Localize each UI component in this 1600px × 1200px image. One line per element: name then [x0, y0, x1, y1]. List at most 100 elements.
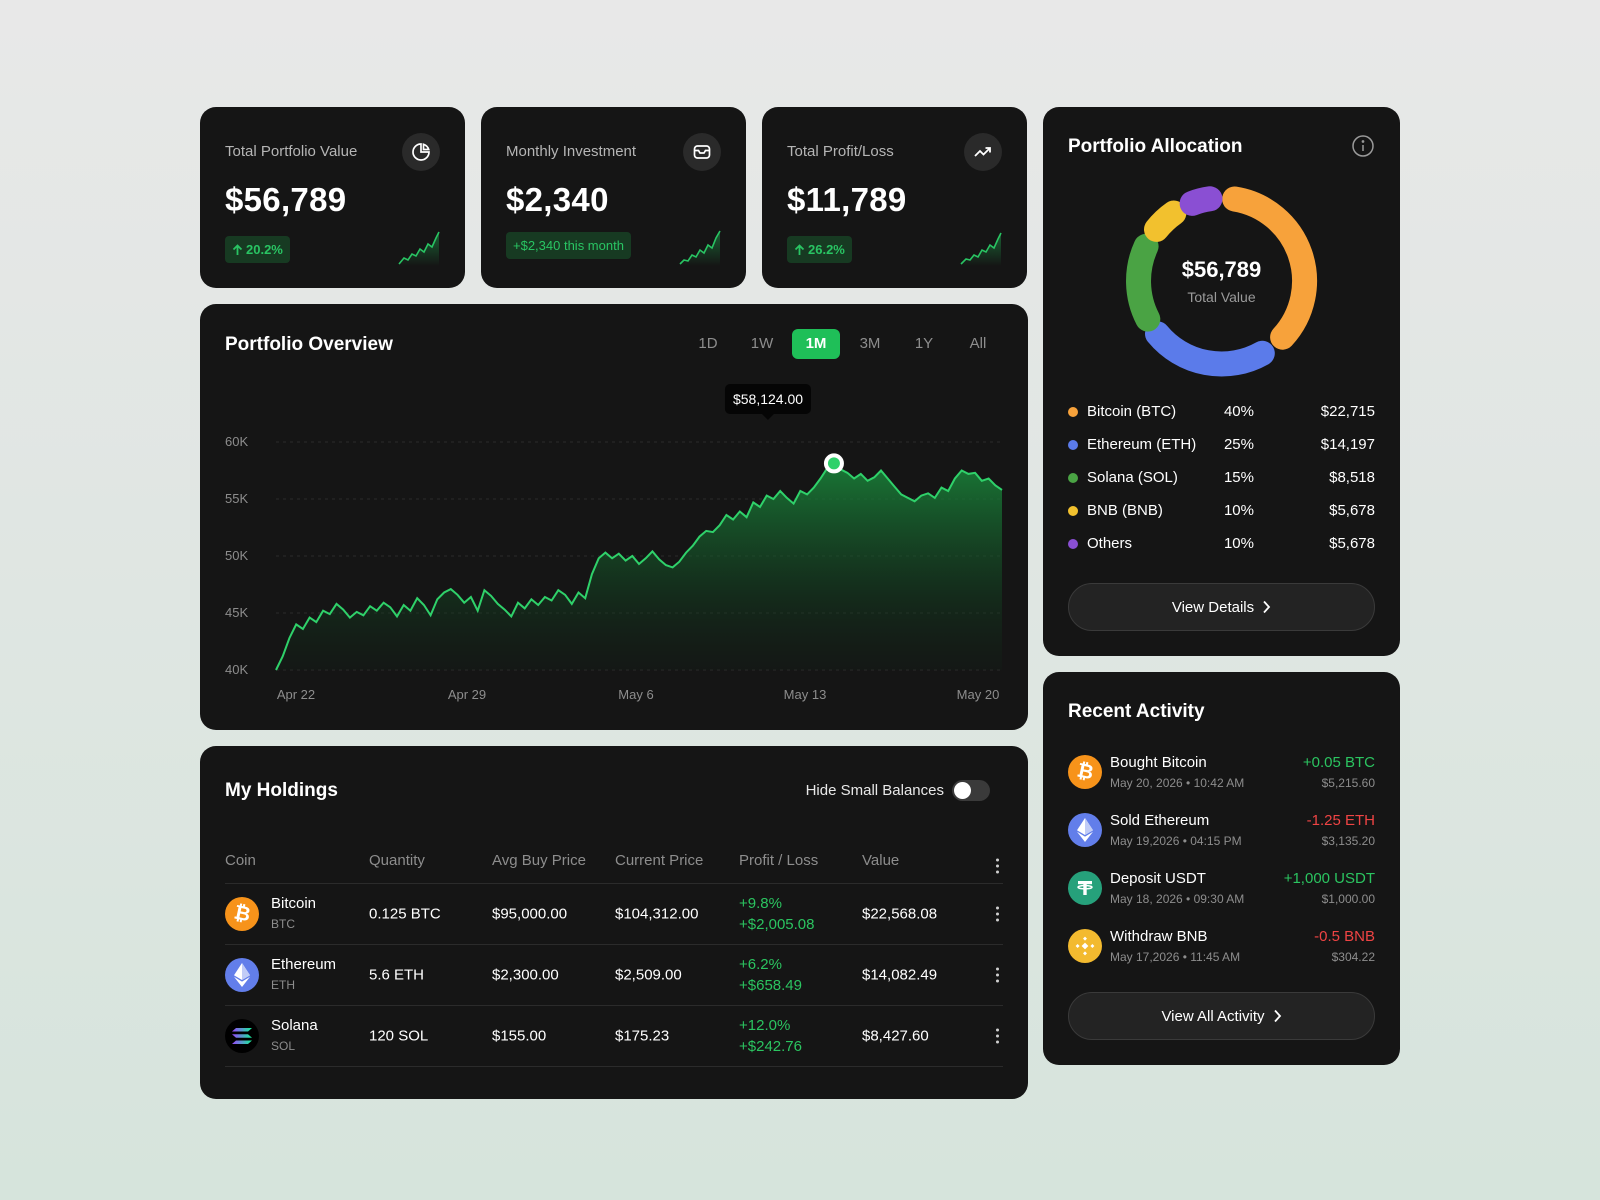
range-tab-all[interactable]: All	[969, 335, 987, 352]
peak-marker[interactable]	[823, 453, 844, 474]
view-all-activity-button[interactable]: View All Activity	[1068, 992, 1375, 1040]
x-tick-label: May 20	[956, 687, 1000, 702]
activity-usd: $5,215.60	[1321, 776, 1375, 790]
x-tick-label: May 6	[618, 687, 654, 702]
y-tick-label: 45K	[225, 605, 249, 620]
trending-up-icon[interactable]	[964, 133, 1002, 171]
view-details-button[interactable]: View Details	[1068, 583, 1375, 631]
legend-item-sol: Solana (SOL) 15% $8,518	[1068, 467, 1375, 489]
col-header-profit-loss[interactable]: Profit / Loss	[739, 852, 819, 869]
stat-label: Monthly Investment	[506, 143, 637, 160]
donut-segment-sol[interactable]	[1126, 233, 1161, 332]
legend-value: $14,197	[1320, 436, 1375, 453]
col-header-quantity[interactable]: Quantity	[369, 852, 425, 869]
activity-amount: +0.05 BTC	[1302, 754, 1375, 771]
activity-date: May 17,2026 • 11:45 AM	[1110, 950, 1241, 964]
change-badge-text: 20.2%	[246, 242, 283, 257]
range-tab-3m[interactable]: 3M	[859, 335, 881, 352]
row-more-icon[interactable]	[996, 1028, 999, 1044]
card-title: Portfolio Allocation	[1068, 136, 1243, 157]
donut-segment-others[interactable]	[1179, 186, 1223, 216]
area-line	[275, 462, 1003, 671]
col-header-coin[interactable]: Coin	[225, 852, 256, 869]
card-title: My Holdings	[225, 780, 338, 801]
sparkline	[398, 231, 440, 266]
chevron-right-icon	[1263, 600, 1271, 614]
donut-segment-btc[interactable]	[1222, 186, 1318, 350]
row-more-icon[interactable]	[996, 906, 999, 922]
area-fill	[276, 463, 1002, 670]
table-row[interactable]: ₿ Bitcoin BTC 0.125 BTC $95,000.00 $104,…	[225, 884, 1003, 945]
coin-name: Ethereum	[271, 956, 337, 973]
sparkline	[960, 232, 1002, 266]
profit-loss-pct: +6.2%	[739, 956, 782, 973]
donut-total-value: $56,789	[1181, 257, 1262, 282]
activity-title: Bought Bitcoin	[1110, 754, 1207, 771]
activity-amount: -0.5 BNB	[1314, 928, 1375, 945]
coin-name: Solana	[271, 1017, 318, 1034]
range-tab-1d[interactable]: 1D	[698, 335, 718, 352]
activity-item[interactable]: Withdraw BNB May 17,2026 • 11:45 AM -0.5…	[1068, 926, 1375, 970]
avg-buy-price: $95,000.00	[492, 905, 568, 923]
quantity: 5.6 ETH	[369, 966, 425, 984]
activity-title: Sold Ethereum	[1110, 812, 1210, 829]
col-header-current-price[interactable]: Current Price	[615, 852, 704, 869]
stat-card-monthly-investment: Monthly Investment $2,340 +$2,340 this m…	[481, 107, 746, 288]
profit-loss: +9.8% +$2,005.08	[739, 893, 815, 935]
activity-item[interactable]: Sold Ethereum May 19,2026 • 04:15 PM -1.…	[1068, 810, 1375, 854]
col-header-avg-buy-price[interactable]: Avg Buy Price	[492, 852, 586, 869]
activity-title: Deposit USDT	[1110, 870, 1206, 887]
range-tab-1m[interactable]: 1M	[792, 329, 840, 359]
profit-loss-pct: +12.0%	[739, 1017, 791, 1034]
toggle-label: Hide Small Balances	[805, 782, 944, 799]
stat-value: $2,340	[506, 181, 609, 218]
x-tick-label: Apr 29	[447, 687, 487, 702]
toggle-knob	[954, 782, 971, 799]
coin-symbol: SOL	[271, 1039, 296, 1053]
allocation-donut[interactable]	[1043, 107, 1400, 397]
info-icon[interactable]	[1351, 134, 1375, 158]
legend-item-eth: Ethereum (ETH) 25% $14,197	[1068, 434, 1375, 456]
activity-item[interactable]: Deposit USDT May 18, 2026 • 09:30 AM +1,…	[1068, 868, 1375, 912]
hide-small-balances: Hide Small Balances	[806, 780, 990, 801]
button-label: View Details	[1171, 598, 1255, 616]
table-row[interactable]: Solana SOL 120 SOL $155.00 $175.23 +12.0…	[225, 1006, 1003, 1067]
legend-item-btc: Bitcoin (BTC) 40% $22,715	[1068, 401, 1375, 423]
profit-loss-usd: +$658.49	[739, 977, 802, 994]
wallet-icon[interactable]	[683, 133, 721, 171]
recent-activity-card: Recent Activity ₿ Bought Bitcoin May 20,…	[1043, 672, 1400, 1065]
hide-small-balances-toggle[interactable]	[952, 780, 990, 801]
row-more-icon[interactable]	[996, 967, 999, 983]
activity-usd: $304.22	[1331, 950, 1375, 964]
ethereum-icon	[1068, 813, 1102, 847]
chart-tooltip: $58,124.00	[724, 384, 812, 420]
legend-dot	[1068, 440, 1078, 450]
donut-segment-eth[interactable]	[1145, 321, 1275, 377]
portfolio-area-chart[interactable]	[200, 304, 1028, 730]
quantity: 0.125 BTC	[369, 905, 441, 923]
x-tick-label: Apr 22	[276, 687, 316, 702]
legend-dot	[1068, 473, 1078, 483]
value: $14,082.49	[862, 966, 938, 984]
legend-value: $5,678	[1329, 502, 1375, 519]
legend-value: $22,715	[1320, 403, 1375, 420]
donut-segment-bnb[interactable]	[1144, 200, 1187, 242]
table-row[interactable]: Ethereum ETH 5.6 ETH $2,300.00 $2,509.00…	[225, 945, 1003, 1006]
legend-pct: 15%	[1223, 469, 1254, 486]
legend-name: BNB (BNB)	[1087, 502, 1163, 519]
pie-chart-icon[interactable]	[402, 133, 440, 171]
more-options-icon[interactable]	[996, 858, 999, 874]
activity-item[interactable]: ₿ Bought Bitcoin May 20, 2026 • 10:42 AM…	[1068, 752, 1375, 796]
portfolio-overview-card: Portfolio Overview 1D 1W 1M 3M 1Y All 60…	[200, 304, 1028, 730]
col-header-value[interactable]: Value	[862, 852, 900, 869]
activity-title: Withdraw BNB	[1110, 928, 1208, 945]
bitcoin-icon: ₿	[1068, 755, 1102, 789]
stat-card-portfolio-value: Total Portfolio Value $56,789 20.2%	[200, 107, 465, 288]
activity-amount: -1.25 ETH	[1306, 812, 1375, 829]
bnb-icon	[1068, 929, 1102, 963]
range-tab-1y[interactable]: 1Y	[914, 335, 934, 352]
activity-date: May 18, 2026 • 09:30 AM	[1110, 892, 1245, 906]
tether-icon	[1068, 871, 1102, 905]
range-tab-1w[interactable]: 1W	[750, 335, 774, 352]
stat-value: $11,789	[787, 181, 907, 218]
